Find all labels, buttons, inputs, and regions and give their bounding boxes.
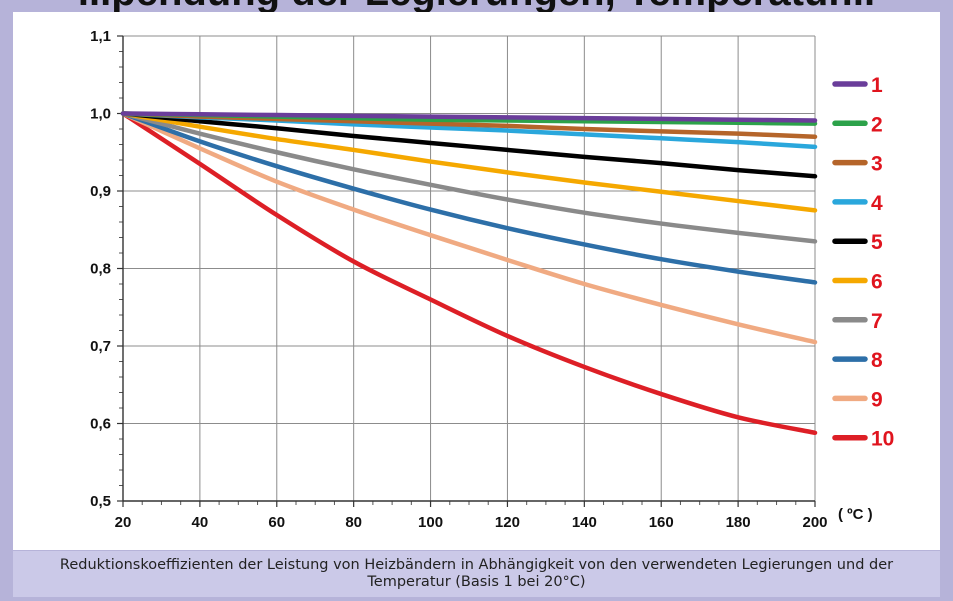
chart-title-text: ...pendung der Legierungen, Temperatur..… (0, 0, 953, 12)
legend-label-8: 8 (871, 349, 883, 372)
legend-label-6: 6 (871, 271, 883, 294)
y-tick-labels: 0,5 0,6 0,7 0,8 0,9 1,0 1,1 (90, 28, 111, 510)
y-tick-label: 0,7 (90, 338, 111, 355)
x-tick-label: 40 (192, 514, 209, 531)
series-line-7 (120, 111, 818, 244)
series-line-10 (120, 111, 818, 436)
x-tick-label: 180 (726, 514, 751, 531)
x-tick-label: 140 (572, 514, 597, 531)
legend-label-10: 10 (871, 428, 894, 451)
axes (117, 35, 816, 507)
legend-label-7: 7 (871, 310, 883, 333)
caption: Reduktionskoeffizienten der Leistung von… (13, 551, 940, 597)
x-axis-unit: ( ºC ) (838, 506, 873, 523)
y-tick-label: 1,0 (90, 106, 111, 123)
y-tick-label: 0,6 (90, 416, 111, 433)
legend: 1 2 3 4 5 6 7 8 9 10 (832, 74, 894, 451)
chart-panel: 0,5 0,6 0,7 0,8 0,9 1,0 1,1 20 40 60 80 100 120 140 1… (13, 12, 940, 550)
x-tick-label: 160 (649, 514, 674, 531)
x-tick-label: 20 (115, 514, 132, 531)
legend-label-3: 3 (871, 153, 883, 176)
legend-label-2: 2 (871, 113, 883, 136)
series-line-1 (120, 111, 818, 123)
x-tick-labels: 20 40 60 80 100 120 140 160 180 200 (115, 514, 828, 531)
chart-svg: 0,5 0,6 0,7 0,8 0,9 1,0 1,1 20 40 60 80 100 120 140 1… (90, 28, 894, 531)
series-line-6 (120, 111, 818, 213)
x-tick-label: 200 (802, 514, 827, 531)
legend-label-1: 1 (871, 74, 883, 97)
series-line-9 (120, 111, 818, 345)
y-tick-label: 1,1 (90, 28, 111, 45)
series-line-5 (120, 111, 818, 179)
x-tick-label: 80 (345, 514, 362, 531)
y-tick-label: 0,8 (90, 261, 111, 278)
legend-label-5: 5 (871, 231, 883, 254)
y-tick-label: 0,5 (90, 493, 111, 510)
x-tick-label: 120 (495, 514, 520, 531)
series-lines (120, 111, 818, 436)
chart-title-fragment: ...pendung der Legierungen, Temperatur..… (0, 0, 953, 12)
y-tick-label: 0,9 (90, 183, 111, 200)
x-tick-label: 60 (268, 514, 285, 531)
legend-label-9: 9 (871, 388, 883, 411)
legend-label-4: 4 (871, 192, 883, 215)
x-tick-label: 100 (418, 514, 443, 531)
series-line-8 (120, 111, 818, 285)
